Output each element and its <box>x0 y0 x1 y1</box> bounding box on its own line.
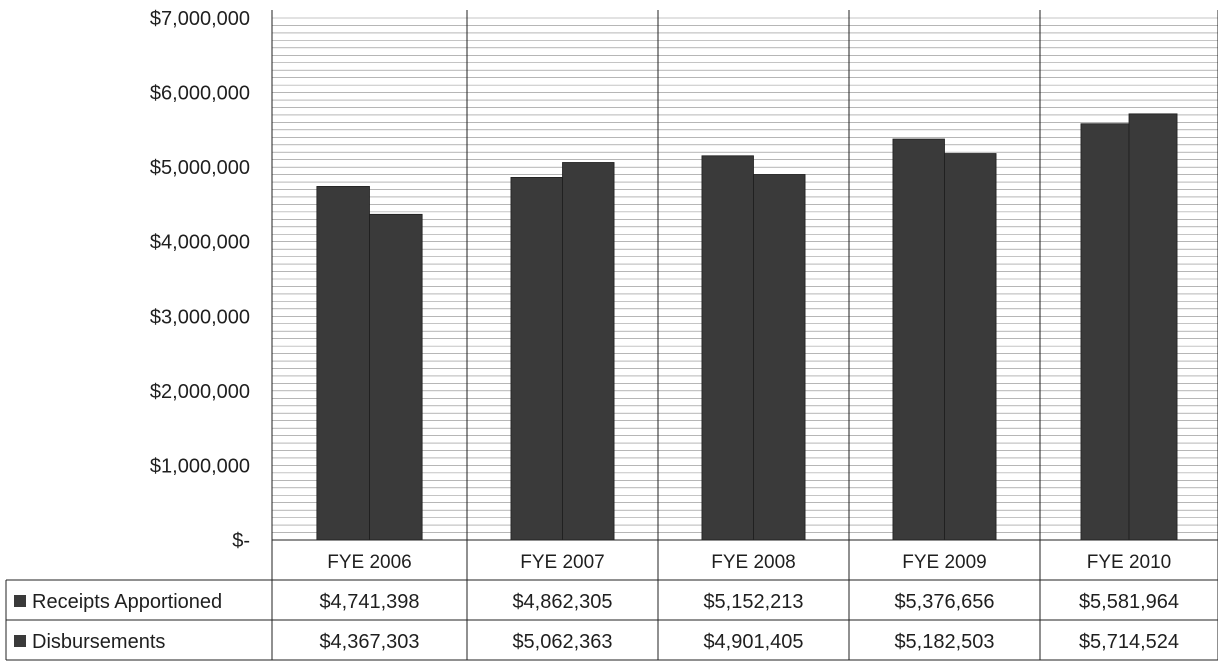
bar-receipts-3 <box>892 138 945 541</box>
bar-receipts-0 <box>316 186 370 541</box>
bar-receipts-2 <box>701 155 754 541</box>
x-tick-label: FYE 2010 <box>1087 552 1172 573</box>
y-tick-label: $2,000,000 <box>150 381 250 403</box>
y-tick-label: $1,000,000 <box>150 455 250 477</box>
data-label: $4,862,305 <box>512 591 612 613</box>
x-tick-label: FYE 2009 <box>902 552 987 573</box>
bar-disbursements-4 <box>1128 113 1178 541</box>
data-label: $5,581,964 <box>1079 591 1179 613</box>
legend-label: Disbursements <box>32 631 165 653</box>
data-label: $5,376,656 <box>894 591 994 613</box>
y-tick-label: $- <box>232 530 250 552</box>
x-tick-label: FYE 2007 <box>520 552 605 573</box>
legend-label: Receipts Apportioned <box>32 591 222 613</box>
data-label: $5,714,524 <box>1079 631 1179 653</box>
bar-receipts-1 <box>510 177 563 541</box>
bar-disbursements-2 <box>753 174 806 541</box>
data-label: $5,062,363 <box>512 631 612 653</box>
data-label: $5,152,213 <box>703 591 803 613</box>
y-tick-label: $5,000,000 <box>150 157 250 179</box>
bar-disbursements-3 <box>944 153 997 541</box>
x-tick-label: FYE 2006 <box>327 552 412 573</box>
bars <box>316 113 1178 541</box>
legend-key-receipts <box>14 595 26 607</box>
data-label: $4,901,405 <box>703 631 803 653</box>
data-label: $5,182,503 <box>894 631 994 653</box>
bar-disbursements-1 <box>562 162 615 541</box>
y-tick-label: $6,000,000 <box>150 83 250 105</box>
axes: $- $1,000,000 $2,000,000 $3,000,000 $4,000,0… <box>150 8 1218 660</box>
y-tick-label: $3,000,000 <box>150 306 250 328</box>
data-label: $4,367,303 <box>319 631 419 653</box>
data-label: $4,741,398 <box>319 591 419 613</box>
legend-key-disbursements <box>14 635 26 647</box>
x-tick-label: FYE 2008 <box>711 552 796 573</box>
y-tick-label: $7,000,000 <box>150 8 250 30</box>
data-table: FYE 2006 FYE 2007 FYE 2008 FYE 2009 FYE 2010… <box>5 539 1218 661</box>
bar-disbursements-0 <box>369 213 423 541</box>
bar-receipts-4 <box>1080 123 1130 541</box>
y-tick-label: $4,000,000 <box>150 232 250 254</box>
